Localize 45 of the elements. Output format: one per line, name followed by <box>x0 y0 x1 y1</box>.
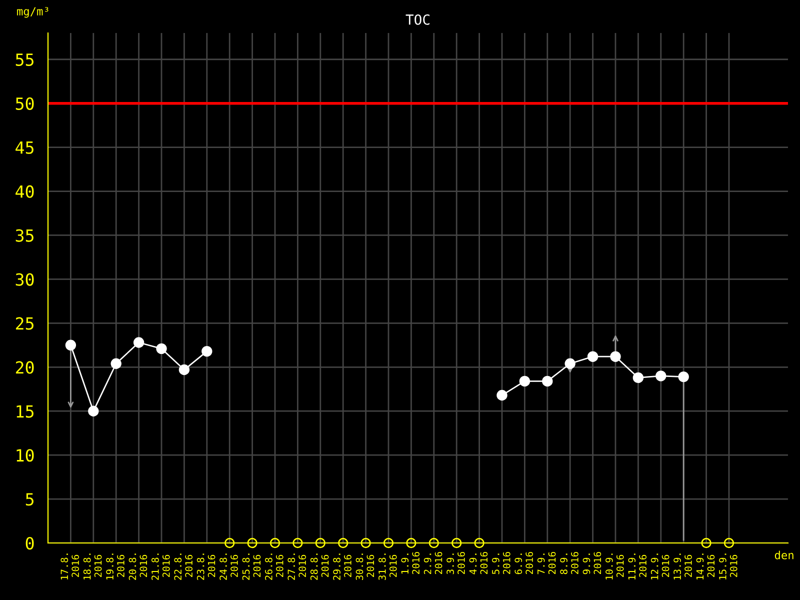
y-tick-label: 20 <box>16 361 34 374</box>
x-axis-title: den <box>774 550 794 560</box>
y-tick-label: 15 <box>16 405 34 418</box>
x-tick-label: 1.9. 2016 <box>401 552 420 574</box>
chart-title: TOC <box>406 14 430 25</box>
x-tick-label: 6.9. 2016 <box>514 552 534 574</box>
x-tick-label: 17.8. 2016 <box>60 554 80 580</box>
y-tick-label: 55 <box>16 54 34 66</box>
x-tick-label: 23.8. 2016 <box>196 554 216 580</box>
x-tick-label: 8.9. 2016 <box>560 552 578 574</box>
x-tick-label: 28.8. 2016 <box>310 554 329 580</box>
x-tick-label: 4.9. 2016 <box>469 552 488 574</box>
x-tick-label: 9.9. 2016 <box>582 552 602 574</box>
x-tick-label: 20.8. 2016 <box>128 554 148 580</box>
x-tick-label: 7.9. 2016 <box>537 552 556 574</box>
x-tick-label: 5.9. 2016 <box>492 552 510 574</box>
x-tick-label: 21.8. 2016 <box>152 554 170 580</box>
x-tick-label: 3.9. 2016 <box>446 552 465 574</box>
y-tick-label: 35 <box>16 229 34 242</box>
y-tick-label: 30 <box>16 273 34 286</box>
y-axis-title: mg/m³ <box>17 7 48 18</box>
x-tick-label: 26.8. 2016 <box>265 554 284 580</box>
x-tick-label: 31.8. 2016 <box>378 554 397 580</box>
x-tick-label: 13.9. 2016 <box>674 554 692 580</box>
x-tick-label: 29.8. 2016 <box>333 554 352 580</box>
x-tick-label: 12.9. 2016 <box>650 554 670 580</box>
x-tick-label: 24.8. 2016 <box>220 554 238 580</box>
x-tick-label: 15.9. 2016 <box>719 554 738 580</box>
x-tick-label: 22.8. 2016 <box>174 554 193 580</box>
x-tick-label: 2.9. 2016 <box>424 552 442 574</box>
y-tick-label: 40 <box>16 185 34 198</box>
x-tick-label: 27.8. 2016 <box>288 554 306 580</box>
y-tick-label: 50 <box>16 97 34 110</box>
x-tick-label: 18.8. 2016 <box>83 554 102 580</box>
y-tick-label: 5 <box>26 493 34 506</box>
x-tick-label: 25.8. 2016 <box>242 554 261 580</box>
x-tick-label: 30.8. 2016 <box>356 554 374 580</box>
y-tick-label: 10 <box>16 449 34 462</box>
y-tick-label: 25 <box>16 317 34 330</box>
x-tick-label: 10.9. 2016 <box>606 554 624 580</box>
y-tick-label: 45 <box>16 142 34 154</box>
x-tick-label: 14.9. 2016 <box>696 554 715 580</box>
x-tick-label: 11.9. 2016 <box>628 554 647 580</box>
y-tick-label: 0 <box>26 537 34 550</box>
x-tick-label: 19.8. 2016 <box>106 554 124 580</box>
